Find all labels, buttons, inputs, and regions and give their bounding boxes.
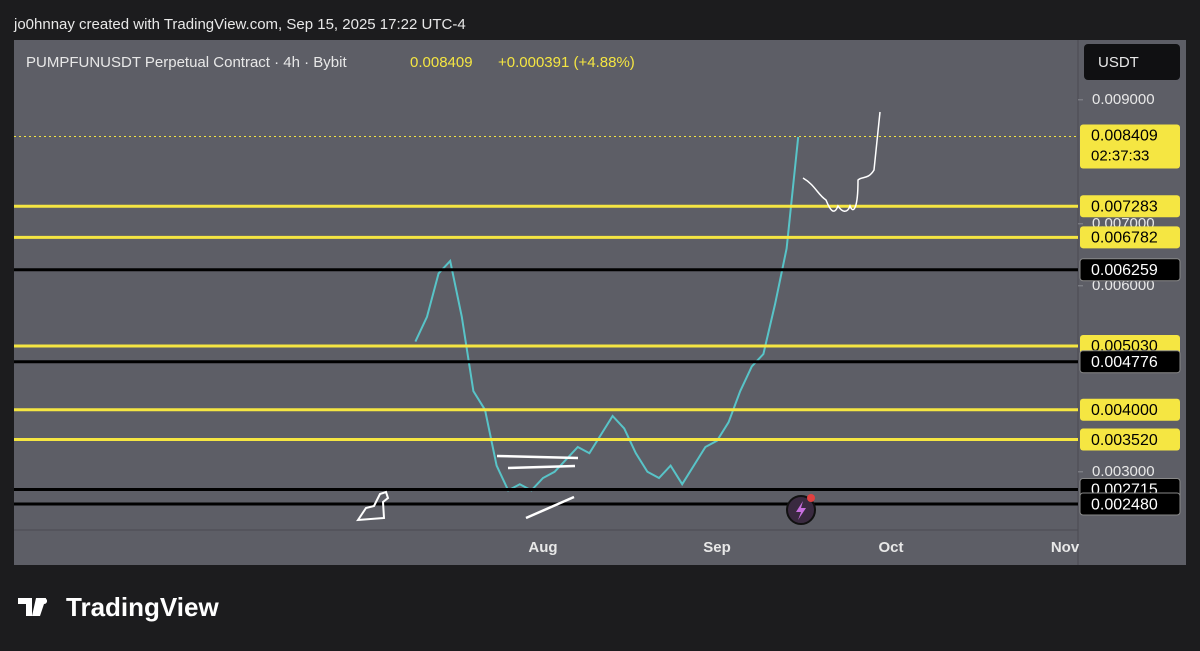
level-label: 0.006259 [1091, 262, 1158, 279]
level-label-box [1079, 258, 1181, 282]
currency-button[interactable] [1084, 44, 1180, 80]
forecast-drawing [802, 111, 881, 212]
level-label-box [1080, 428, 1180, 451]
logo: TradingView [66, 592, 219, 622]
credit: jo0hnnay created with TradingView.com, S… [13, 16, 466, 33]
chart-panel [14, 40, 1186, 565]
symbol: PUMPFUNUSDT Perpetual Contract · 4h · By… [26, 54, 347, 71]
event-bolt [796, 501, 806, 520]
price-line [414, 136, 800, 492]
header-price: 0.008409 [410, 54, 473, 71]
logo-mark [18, 598, 48, 616]
countdown: 02:37:33 [1091, 147, 1149, 164]
level-label-box [1080, 195, 1180, 218]
x-tick-label: Sep [703, 539, 731, 556]
level-label-box [1080, 398, 1180, 421]
x-tick-label: Aug [528, 539, 557, 556]
x-tick-label: Oct [878, 539, 903, 556]
pattern-line [496, 454, 579, 460]
level-label: 0.004776 [1091, 354, 1158, 371]
pattern-line [525, 495, 575, 520]
event-dot [807, 494, 815, 502]
pattern-line [507, 464, 576, 470]
level-label-box [1079, 492, 1181, 516]
currency-label: USDT [1098, 54, 1139, 71]
level-label: 0.007283 [1091, 198, 1158, 215]
level-label: 0.003520 [1091, 432, 1158, 449]
level-label: 0.006782 [1091, 230, 1158, 247]
level-label-box [1079, 350, 1181, 374]
level-label: 0.004000 [1091, 402, 1158, 419]
y-tick-label: 0.003000 [1092, 463, 1155, 480]
level-label-box [1080, 226, 1180, 249]
header-change: +0.000391 (+4.88%) [498, 54, 635, 71]
x-tick-label: Nov [1051, 539, 1080, 556]
last-price-label: 0.008409 [1091, 128, 1158, 145]
last-price-box [1080, 124, 1180, 169]
level-label: 0.002480 [1091, 496, 1158, 513]
dino-icon [356, 490, 390, 522]
y-tick-label: 0.009000 [1092, 91, 1155, 108]
